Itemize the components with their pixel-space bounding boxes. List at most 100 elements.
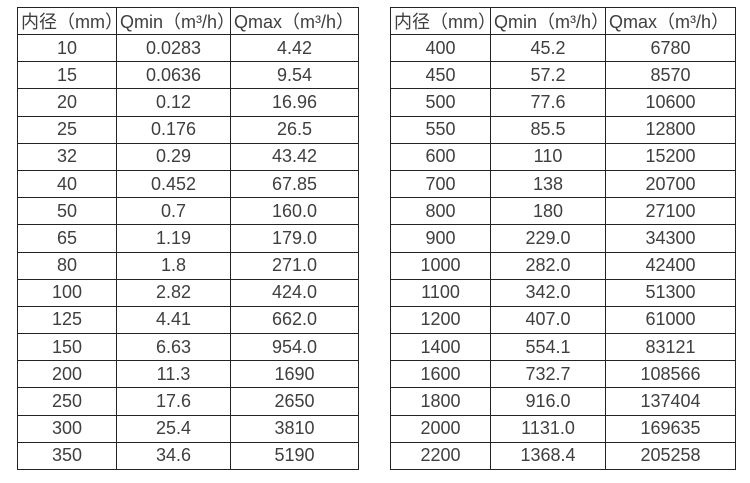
table-row: 10 0.0283 4.42 bbox=[17, 33, 359, 63]
table-cell: 3810 bbox=[230, 414, 359, 443]
table-row: 15 0.0636 9.54 bbox=[17, 61, 359, 90]
table-cell: 732.7 bbox=[490, 360, 606, 389]
table-cell: 27100 bbox=[605, 197, 736, 226]
table-cell: 800 bbox=[390, 197, 491, 226]
table-row: 100 2.82 424.0 bbox=[17, 278, 359, 307]
table-cell: 150 bbox=[17, 333, 117, 362]
table-cell: 42400 bbox=[605, 251, 736, 280]
table-cell: 900 bbox=[390, 224, 491, 253]
table-cell: 108566 bbox=[605, 360, 736, 389]
table-cell: 400 bbox=[390, 33, 491, 63]
table-cell: 550 bbox=[390, 115, 491, 144]
table-row: 1400 554.1 83121 bbox=[390, 333, 736, 362]
table-cell: 65 bbox=[17, 224, 117, 253]
column-header: Qmax（m³/h） bbox=[230, 7, 359, 35]
table-row: 700 138 20700 bbox=[390, 169, 736, 199]
table-cell: 1.8 bbox=[116, 251, 231, 280]
table-cell: 2000 bbox=[390, 414, 491, 443]
table-cell: 125 bbox=[17, 305, 117, 335]
table-cell: 45.2 bbox=[490, 33, 606, 63]
table-cell: 1368.4 bbox=[490, 441, 606, 471]
header-row: 内径（mm） Qmin（m³/h） Qmax（m³/h） bbox=[17, 7, 359, 35]
table-cell: 15 bbox=[17, 61, 117, 90]
table-cell: 1200 bbox=[390, 305, 491, 335]
table-cell: 205258 bbox=[605, 441, 736, 471]
table-cell: 17.6 bbox=[116, 387, 231, 416]
table-cell: 179.0 bbox=[230, 224, 359, 253]
table-row: 40 0.452 67.85 bbox=[17, 169, 359, 199]
table-row: 50 0.7 160.0 bbox=[17, 197, 359, 226]
table-cell: 600 bbox=[390, 142, 491, 171]
table-cell: 6780 bbox=[605, 33, 736, 63]
table-row: 900 229.0 34300 bbox=[390, 224, 736, 253]
table-cell: 100 bbox=[17, 278, 117, 307]
table-cell: 80 bbox=[17, 251, 117, 280]
header-row: 内径（mm） Qmin（m³/h） Qmax（m³/h） bbox=[390, 7, 736, 35]
table-row: 2200 1368.4 205258 bbox=[390, 441, 736, 471]
table-cell: 954.0 bbox=[230, 333, 359, 362]
table-cell: 138 bbox=[490, 169, 606, 199]
table-cell: 85.5 bbox=[490, 115, 606, 144]
table-cell: 15200 bbox=[605, 142, 736, 171]
table-cell: 26.5 bbox=[230, 115, 359, 144]
flow-rate-table-small-diameters: 内径（mm） Qmin（m³/h） Qmax（m³/h） 10 0.0283 4.42 1… bbox=[17, 7, 359, 471]
table-row: 32 0.29 43.42 bbox=[17, 142, 359, 171]
table-row: 1200 407.0 61000 bbox=[390, 305, 736, 335]
table-cell: 10 bbox=[17, 33, 117, 63]
table-cell: 77.6 bbox=[490, 88, 606, 117]
table-cell: 43.42 bbox=[230, 142, 359, 171]
table-cell: 350 bbox=[17, 441, 117, 471]
table-cell: 0.7 bbox=[116, 197, 231, 226]
table-row: 400 45.2 6780 bbox=[390, 33, 736, 63]
table-cell: 57.2 bbox=[490, 61, 606, 90]
table-row: 800 180 27100 bbox=[390, 197, 736, 226]
table-cell: 50 bbox=[17, 197, 117, 226]
column-header: Qmin（m³/h） bbox=[116, 7, 231, 35]
table-cell: 300 bbox=[17, 414, 117, 443]
table-cell: 137404 bbox=[605, 387, 736, 416]
table-row: 1000 282.0 42400 bbox=[390, 251, 736, 280]
table-cell: 6.63 bbox=[116, 333, 231, 362]
table-row: 1800 916.0 137404 bbox=[390, 387, 736, 416]
column-header: Qmax（m³/h） bbox=[605, 7, 736, 35]
column-header: 内径（mm） bbox=[17, 7, 117, 35]
table-cell: 424.0 bbox=[230, 278, 359, 307]
table-row: 600 110 15200 bbox=[390, 142, 736, 171]
table-cell: 916.0 bbox=[490, 387, 606, 416]
table-cell: 4.41 bbox=[116, 305, 231, 335]
table-row: 25 0.176 26.5 bbox=[17, 115, 359, 144]
table-row: 550 85.5 12800 bbox=[390, 115, 736, 144]
table-cell: 1131.0 bbox=[490, 414, 606, 443]
table-cell: 0.12 bbox=[116, 88, 231, 117]
table-cell: 1000 bbox=[390, 251, 491, 280]
column-header: Qmin（m³/h） bbox=[490, 7, 606, 35]
table-cell: 0.29 bbox=[116, 142, 231, 171]
table-cell: 1690 bbox=[230, 360, 359, 389]
table-cell: 0.176 bbox=[116, 115, 231, 144]
table-cell: 20 bbox=[17, 88, 117, 117]
table-cell: 10600 bbox=[605, 88, 736, 117]
table-cell: 2.82 bbox=[116, 278, 231, 307]
table-cell: 250 bbox=[17, 387, 117, 416]
table-row: 250 17.6 2650 bbox=[17, 387, 359, 416]
table-cell: 12800 bbox=[605, 115, 736, 144]
flow-rate-table-large-diameters: 内径（mm） Qmin（m³/h） Qmax（m³/h） 400 45.2 6780 45… bbox=[390, 7, 736, 471]
table-cell: 20700 bbox=[605, 169, 736, 199]
table-cell: 0.0636 bbox=[116, 61, 231, 90]
table-cell: 271.0 bbox=[230, 251, 359, 280]
table-row: 2000 1131.0 169635 bbox=[390, 414, 736, 443]
table-cell: 16.96 bbox=[230, 88, 359, 117]
table-cell: 1800 bbox=[390, 387, 491, 416]
table-cell: 229.0 bbox=[490, 224, 606, 253]
table-cell: 1400 bbox=[390, 333, 491, 362]
table-cell: 25.4 bbox=[116, 414, 231, 443]
table-cell: 180 bbox=[490, 197, 606, 226]
table-cell: 0.452 bbox=[116, 169, 231, 199]
table-cell: 700 bbox=[390, 169, 491, 199]
table-cell: 2650 bbox=[230, 387, 359, 416]
table-cell: 450 bbox=[390, 61, 491, 90]
table-cell: 83121 bbox=[605, 333, 736, 362]
table-cell: 5190 bbox=[230, 441, 359, 471]
table-cell: 1600 bbox=[390, 360, 491, 389]
